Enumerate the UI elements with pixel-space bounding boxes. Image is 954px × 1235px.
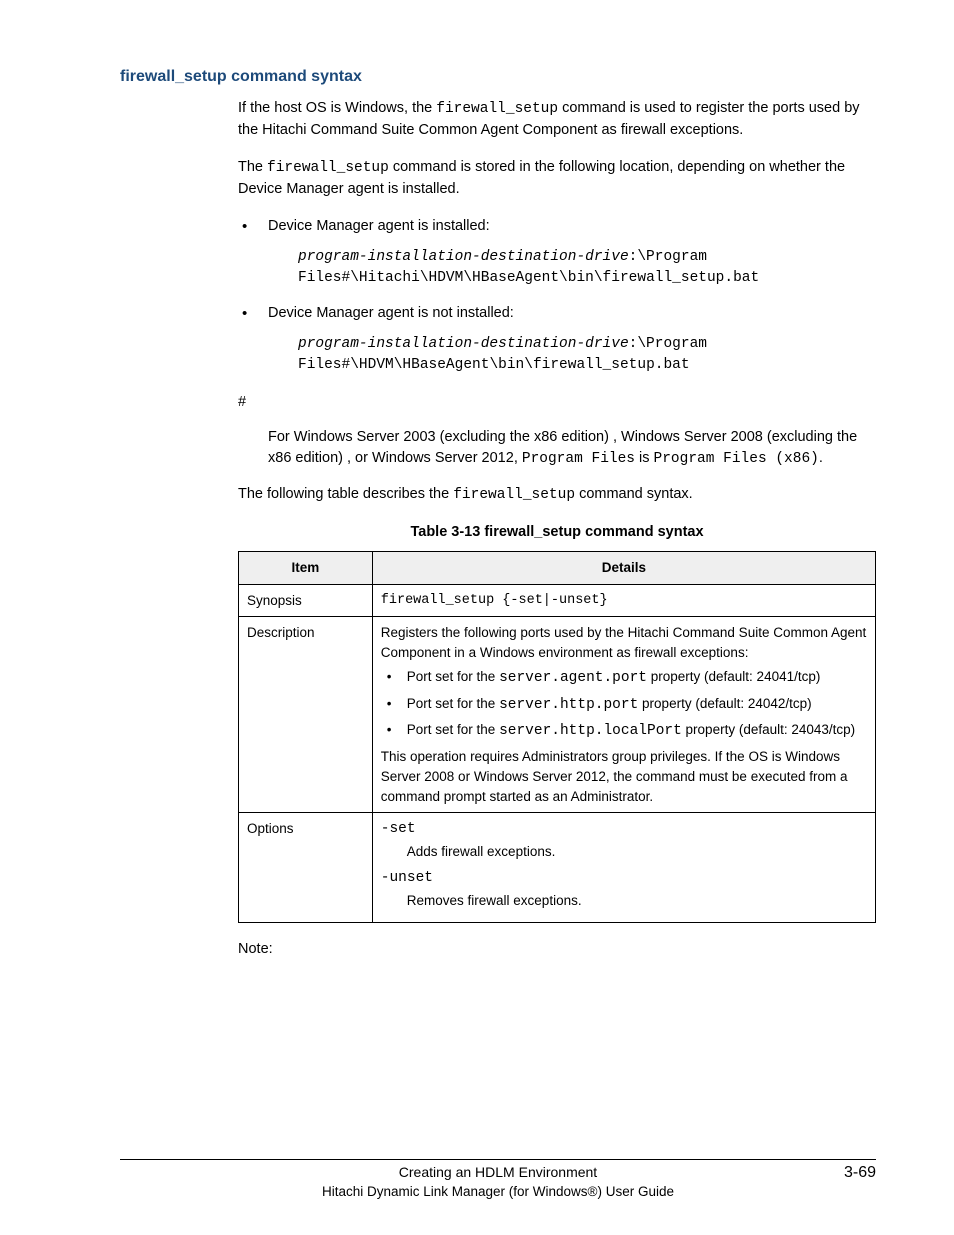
footer-rule — [120, 1159, 876, 1160]
inline-code: Program Files (x86) — [654, 451, 819, 467]
location-list: Device Manager agent is installed: progr… — [238, 216, 876, 376]
list-item: Device Manager agent is installed: progr… — [238, 216, 876, 289]
cell-item: Options — [239, 813, 373, 923]
text: is — [635, 450, 654, 466]
text: property (default: 24042/tcp) — [638, 696, 811, 711]
text: property (default: 24041/tcp) — [647, 669, 820, 684]
section-heading: firewall_setup command syntax — [120, 68, 876, 86]
text: command syntax. — [575, 486, 693, 502]
table-header-row: Item Details — [239, 552, 876, 585]
body-area: If the host OS is Windows, the firewall_… — [238, 98, 876, 960]
footer-page-number: 3-69 — [816, 1164, 876, 1182]
intro-paragraph-1: If the host OS is Windows, the firewall_… — [238, 98, 876, 141]
table-intro-paragraph: The following table describes the firewa… — [238, 484, 876, 506]
text: Port set for the — [407, 669, 499, 684]
option-desc: Adds firewall exceptions. — [407, 842, 867, 862]
text: property (default: 24043/tcp) — [682, 722, 855, 737]
inline-code: server.agent.port — [499, 670, 647, 686]
table-row: Options -set Adds firewall exceptions. -… — [239, 813, 876, 923]
port-list: Port set for the server.agent.port prope… — [381, 668, 867, 741]
desc-intro: Registers the following ports used by th… — [381, 623, 867, 662]
inline-code: firewall_setup — [453, 487, 575, 503]
code-text: \HDVM\HBaseAgent\bin\firewall_setup.bat — [350, 357, 689, 373]
code-block: program-installation-destination-drive:\… — [298, 247, 876, 289]
inline-code: firewall_setup — [267, 160, 389, 176]
cell-item: Synopsis — [239, 584, 373, 617]
port-item: Port set for the server.http.localPort p… — [381, 721, 867, 741]
hash-note-body: For Windows Server 2003 (excluding the x… — [268, 427, 876, 470]
code-italic: program-installation-destination-drive — [298, 336, 629, 352]
hash-marker: # — [342, 357, 351, 373]
text: If the host OS is Windows, the — [238, 100, 436, 116]
table-row: Description Registers the following port… — [239, 617, 876, 813]
text: The — [238, 159, 267, 175]
inline-code: firewall_setup — [436, 101, 558, 117]
port-item: Port set for the server.agent.port prope… — [381, 668, 867, 688]
hash-symbol: # — [238, 392, 876, 413]
footer-row: Creating an HDLM Environment 3-69 — [120, 1164, 876, 1182]
code-italic: program-installation-destination-drive — [298, 249, 629, 265]
intro-paragraph-2: The firewall_setup command is stored in … — [238, 157, 876, 200]
option-flag: -set — [381, 819, 867, 840]
inline-code: server.http.localPort — [499, 723, 682, 739]
list-item: Device Manager agent is not installed: p… — [238, 303, 876, 376]
cell-detail: firewall_setup {-set|-unset} — [372, 584, 875, 617]
text: . — [819, 450, 823, 466]
text: Port set for the — [407, 722, 499, 737]
port-item: Port set for the server.http.port proper… — [381, 695, 867, 715]
page: firewall_setup command syntax If the hos… — [0, 0, 954, 1235]
hash-marker: # — [342, 270, 351, 286]
col-header-details: Details — [372, 552, 875, 585]
footer-chapter: Creating an HDLM Environment — [180, 1164, 816, 1180]
option-desc: Removes firewall exceptions. — [407, 891, 867, 911]
option-flag: -unset — [381, 868, 867, 889]
cell-detail: Registers the following ports used by th… — [372, 617, 875, 813]
code-block: program-installation-destination-drive:\… — [298, 334, 876, 376]
desc-footer: This operation requires Administrators g… — [381, 747, 867, 806]
code-text: \Hitachi\HDVM\HBaseAgent\bin\firewall_se… — [350, 270, 759, 286]
inline-code: Program Files — [522, 451, 635, 467]
cell-item: Description — [239, 617, 373, 813]
note-label: Note: — [238, 939, 876, 960]
footer-guide-title: Hitachi Dynamic Link Manager (for Window… — [120, 1184, 876, 1199]
text: Port set for the — [407, 696, 499, 711]
page-footer: Creating an HDLM Environment 3-69 Hitach… — [120, 1159, 876, 1199]
table-caption: Table 3-13 firewall_setup command syntax — [238, 522, 876, 543]
syntax-table: Item Details Synopsis firewall_setup {-s… — [238, 551, 876, 923]
inline-code: server.http.port — [499, 697, 638, 713]
list-label: Device Manager agent is not installed: — [268, 303, 876, 324]
list-label: Device Manager agent is installed: — [268, 216, 876, 237]
table-row: Synopsis firewall_setup {-set|-unset} — [239, 584, 876, 617]
text: The following table describes the — [238, 486, 453, 502]
col-header-item: Item — [239, 552, 373, 585]
cell-detail: -set Adds firewall exceptions. -unset Re… — [372, 813, 875, 923]
